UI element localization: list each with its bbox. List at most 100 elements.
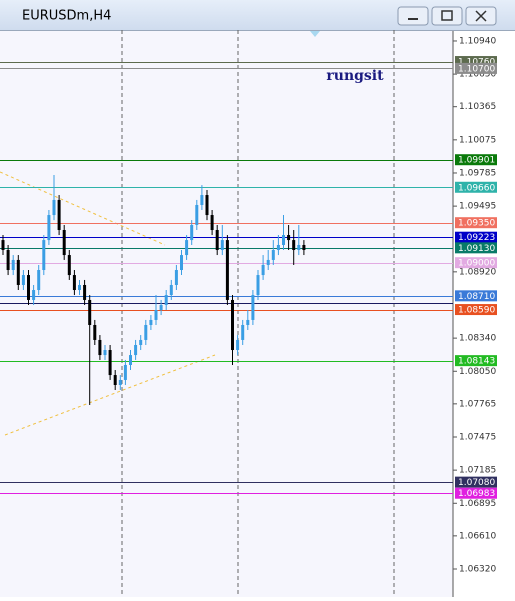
candle-body [144,324,148,340]
candle-body [169,284,173,296]
period-separators [121,30,395,597]
y-tick-label: 1.08340 [459,334,496,344]
candle-body [67,255,71,276]
trend-line [0,171,166,246]
candle-body [292,240,296,251]
candle-body [154,310,158,320]
price-level-label: 1.08143 [458,357,495,367]
candle-body [37,270,41,291]
close-icon [475,10,487,22]
price-level-label: 1.10700 [458,64,495,74]
candle-body [180,255,183,271]
price-level-box [455,217,497,229]
candle-body [21,275,25,285]
price-level-box [455,231,497,243]
price-level-label: 1.09350 [458,219,495,229]
candle-body [302,244,306,251]
candle-body [32,290,36,300]
y-tick-label: 1.10365 [459,102,496,112]
candle-body [134,344,138,356]
restore-button[interactable] [431,6,463,26]
candle-body [42,240,46,271]
trend-lines [0,171,216,436]
price-level-box [455,304,497,316]
minimize-button[interactable] [397,6,429,26]
candle-body [88,299,92,325]
candle-body [174,270,178,285]
price-level-label: 1.06983 [458,489,495,499]
title-bar [0,0,515,30]
candle-body [236,339,240,351]
candle-body [6,250,10,271]
candle-body [271,250,275,260]
y-tick-label: 1.10940 [459,36,496,46]
candle-body [118,379,122,385]
candle-body [287,235,291,241]
y-tick-label: 1.08920 [459,267,496,277]
candle-body [11,259,15,271]
candle-body [72,275,76,291]
price-level-box [455,487,497,499]
price-level-label: 1.07080 [458,478,495,488]
candle-body [57,199,61,231]
y-tick-label: 1.06895 [459,499,496,509]
candle-body [256,275,260,296]
price-level-label: 1.09901 [458,156,495,166]
candle-body [129,355,132,365]
candle-body [164,295,168,305]
candle-body [159,304,163,311]
candle-body [47,215,51,241]
candle-body [83,284,87,300]
candle-body [225,240,229,300]
candle-body [205,195,209,216]
price-level-box [455,181,497,193]
candle-body [98,339,102,356]
y-tick-label: 1.09495 [459,202,496,212]
candle-body [282,235,285,245]
candle-body [52,199,56,216]
restore-icon [441,10,453,21]
candle-body [123,364,127,380]
candle-body [149,319,153,325]
price-level-box [455,476,497,488]
price-level-label: 1.09130 [458,244,495,254]
candle-body [108,350,112,376]
candle-body [261,264,265,276]
candle-body [195,204,199,225]
candle-body [200,195,204,205]
candle-body [16,259,20,285]
candle-body [266,259,270,265]
price-level-label: 1.09660 [458,183,495,193]
plot-area [0,30,453,597]
y-tick-label: 1.06610 [459,531,496,541]
candle-body [297,244,301,251]
candle-body [93,324,97,340]
candle-body [78,284,81,291]
price-level-box [455,242,497,254]
candle-body [139,339,143,345]
candle-body [231,299,234,351]
price-level-label: 1.10760 [458,58,495,68]
price-level-box [455,355,497,367]
price-level-box [455,154,497,166]
candle-body [241,324,245,340]
y-tick-label: 1.10075 [459,135,496,145]
y-tick-label: 1.07765 [459,399,496,409]
candle-body [190,224,194,241]
price-level-label: 1.09223 [458,233,495,243]
y-tick-label: 1.07185 [459,466,496,476]
price-level-label: 1.08590 [458,306,495,316]
chart-title: EURUSDm,H4 [22,9,111,24]
candle-body [1,240,5,251]
price-level-box [455,56,497,68]
candle-body [185,240,189,256]
candle-body [251,295,255,320]
candle-body [276,244,280,251]
window-buttons[interactable] [397,6,497,26]
trend-line [4,354,216,436]
price-level-box [455,62,497,74]
candle-body [215,230,219,251]
candle-body [246,319,250,325]
